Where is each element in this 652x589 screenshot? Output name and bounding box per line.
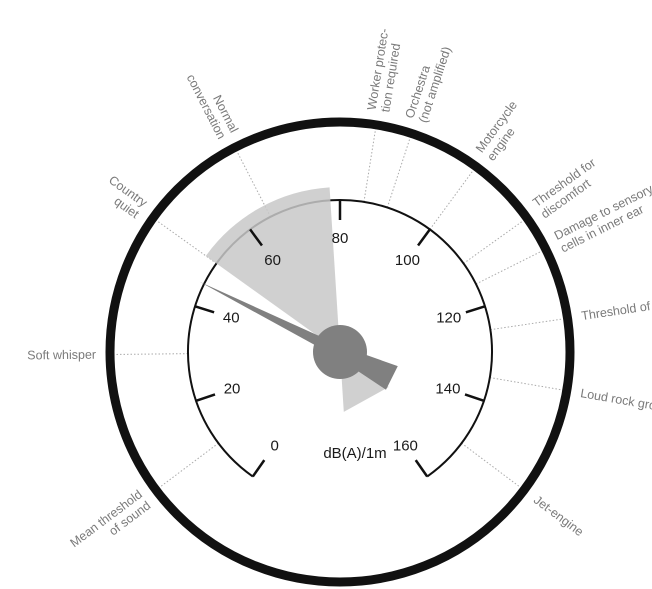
source-label: Orchestra(not amplified)	[403, 40, 454, 124]
source-label-line: Threshold of pain	[580, 295, 652, 323]
scale-tick-label: 160	[393, 437, 418, 454]
source-label: Worker protec-tion required	[365, 27, 406, 113]
scale-tick-label: 100	[395, 252, 420, 269]
source-leader-line	[489, 377, 563, 391]
source-label: Motorcycleengine	[473, 98, 531, 163]
scale-tick-labels: 0 20 40 60 80 100 120 140 160	[223, 230, 461, 454]
source-leader-line	[429, 169, 475, 230]
source-leader-line	[490, 318, 564, 331]
source-label-line: Jet-engine	[531, 493, 586, 539]
scale-tick	[465, 305, 486, 314]
scale-tick	[195, 393, 216, 403]
source-label: Soft whisper	[27, 348, 96, 363]
scale-tick-label: 40	[223, 310, 240, 327]
gauge-outer-ring	[105, 117, 575, 587]
scale-tick-label: 120	[436, 310, 461, 327]
scale-ticks	[194, 200, 486, 478]
source-leader-line	[461, 442, 522, 489]
scale-tick-label: 20	[224, 381, 241, 398]
source-leader-line	[158, 442, 219, 489]
scale-tick	[464, 393, 485, 403]
scale-tick	[417, 228, 431, 247]
needle-hub	[313, 325, 367, 379]
source-label: Jet-engine	[531, 493, 586, 539]
scale-tick-label: 140	[435, 381, 460, 398]
scale-tick	[194, 305, 215, 314]
scale-tick	[251, 459, 266, 478]
source-leader-line	[386, 137, 411, 208]
source-leader-line	[114, 353, 189, 355]
source-label: Loud rock group	[579, 386, 652, 415]
scale-tick-label: 60	[264, 252, 281, 269]
source-label-line: Soft whisper	[27, 348, 96, 363]
source-label: Threshold of pain	[580, 295, 652, 323]
source-leader-line	[475, 250, 543, 285]
source-label: Mean thresholdof sound	[67, 487, 153, 561]
scale-tick	[414, 459, 429, 478]
scale-tick-label: 80	[332, 230, 349, 247]
source-label: Normalconversation	[184, 66, 241, 142]
source-label: Countryquiet	[98, 173, 150, 222]
source-leader-line	[463, 219, 524, 264]
source-leader-line	[363, 128, 377, 202]
source-label-line: Loud rock group	[579, 386, 652, 415]
scale-tick-label: 0	[270, 437, 278, 454]
scale-tick	[249, 228, 263, 247]
unit-label: dB(A)/1m	[323, 445, 386, 462]
